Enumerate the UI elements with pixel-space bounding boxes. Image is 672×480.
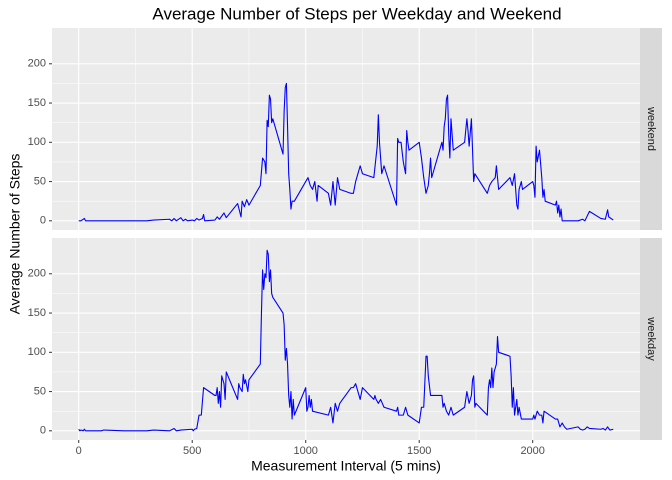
y-tick-label: 100 xyxy=(28,346,46,358)
y-tick-label: 100 xyxy=(28,136,46,148)
panel-background xyxy=(52,28,640,230)
facet-strip xyxy=(640,28,662,230)
x-tick-label: 2000 xyxy=(520,445,544,457)
facet-label: weekday xyxy=(645,316,657,361)
x-tick-label: 500 xyxy=(183,445,201,457)
y-tick-label: 200 xyxy=(28,268,46,280)
y-tick-label: 150 xyxy=(28,307,46,319)
y-tick-label: 0 xyxy=(40,425,46,437)
x-tick-label: 1000 xyxy=(293,445,317,457)
y-axis-label: Average Number of Steps xyxy=(7,154,23,315)
x-tick-label: 1500 xyxy=(407,445,431,457)
y-tick-label: 150 xyxy=(28,97,46,109)
y-tick-label: 200 xyxy=(28,58,46,70)
y-tick-label: 50 xyxy=(34,175,46,187)
line xyxy=(78,249,614,432)
y-tick-label: 0 xyxy=(40,215,46,227)
line xyxy=(78,82,614,222)
panel-background xyxy=(52,238,640,440)
x-axis-label: Measurement Interval (5 mins) xyxy=(251,458,441,474)
facet-strip xyxy=(640,238,662,440)
x-tick-label: 0 xyxy=(76,445,82,457)
facet-label: weekend xyxy=(645,106,657,151)
chart-title: Average Number of Steps per Weekday and … xyxy=(152,4,561,23)
y-tick-label: 50 xyxy=(34,385,46,397)
